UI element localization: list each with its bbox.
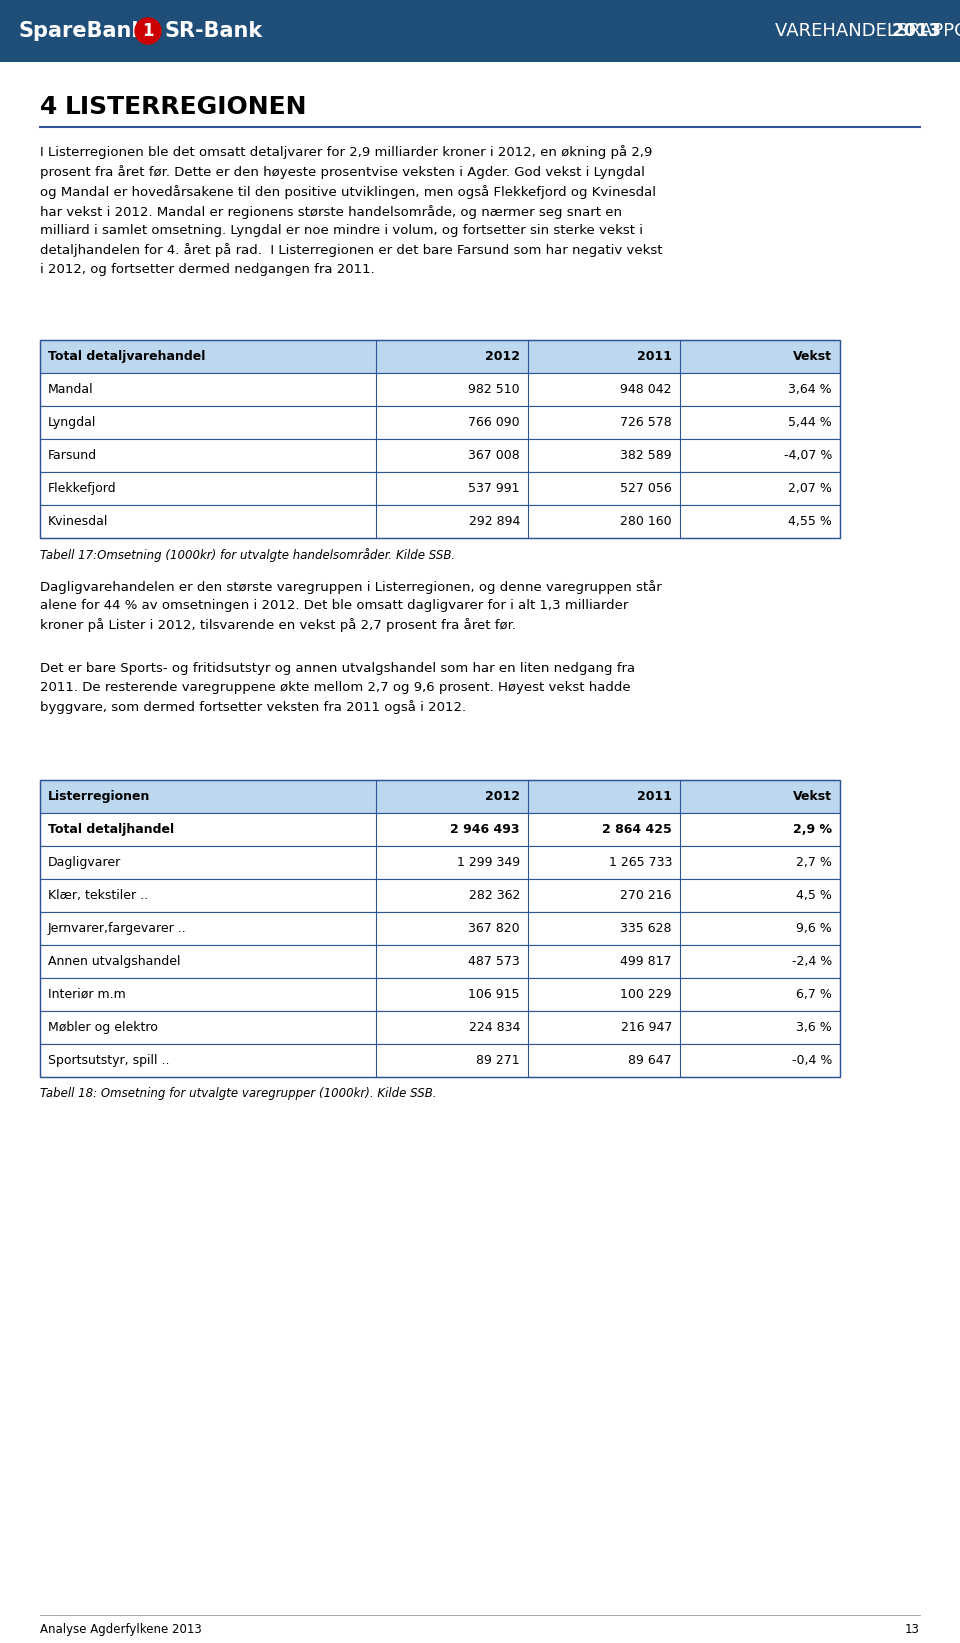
- Text: 292 894: 292 894: [468, 514, 520, 527]
- Text: Vekst: Vekst: [793, 350, 832, 363]
- Bar: [40, 472, 840, 504]
- Text: Tabell 17:Omsetning (1000kr) for utvalgte handelsområder. Kilde SSB.: Tabell 17:Omsetning (1000kr) for utvalgt…: [40, 549, 455, 562]
- Text: 224 834: 224 834: [468, 1020, 520, 1033]
- Text: 13: 13: [905, 1623, 920, 1636]
- Text: 726 578: 726 578: [620, 416, 672, 429]
- Text: 2012: 2012: [485, 790, 520, 803]
- Bar: [0, 0, 960, 62]
- Text: 216 947: 216 947: [620, 1020, 672, 1033]
- Text: 2012: 2012: [485, 350, 520, 363]
- Text: Farsund: Farsund: [48, 449, 97, 462]
- Text: Klær, tekstiler ..: Klær, tekstiler ..: [48, 889, 148, 902]
- Bar: [40, 780, 840, 1078]
- Text: SpareBank: SpareBank: [18, 21, 145, 41]
- Text: 5,44 %: 5,44 %: [788, 416, 832, 429]
- Text: Listerregionen: Listerregionen: [48, 790, 151, 803]
- Bar: [40, 1010, 840, 1043]
- Bar: [40, 406, 840, 439]
- Text: I Listerregionen ble det omsatt detaljvarer for 2,9 milliarder kroner i 2012, en: I Listerregionen ble det omsatt detaljva…: [40, 145, 662, 276]
- Text: 367 008: 367 008: [468, 449, 520, 462]
- Text: 106 915: 106 915: [468, 987, 520, 1001]
- Text: Total detaljvarehandel: Total detaljvarehandel: [48, 350, 205, 363]
- Bar: [40, 813, 840, 846]
- Bar: [40, 945, 840, 978]
- Text: Lyngdal: Lyngdal: [48, 416, 96, 429]
- Text: -4,07 %: -4,07 %: [783, 449, 832, 462]
- Bar: [40, 373, 840, 406]
- Bar: [40, 879, 840, 912]
- Bar: [40, 1043, 840, 1078]
- Text: 948 042: 948 042: [620, 383, 672, 396]
- Text: 2,9 %: 2,9 %: [793, 823, 832, 836]
- Text: 527 056: 527 056: [620, 481, 672, 495]
- Text: 1 265 733: 1 265 733: [609, 856, 672, 869]
- Text: Mandal: Mandal: [48, 383, 94, 396]
- Text: Vekst: Vekst: [793, 790, 832, 803]
- Bar: [40, 504, 840, 537]
- Bar: [40, 340, 840, 537]
- Text: 982 510: 982 510: [468, 383, 520, 396]
- Text: 4,55 %: 4,55 %: [788, 514, 832, 527]
- Text: 2,7 %: 2,7 %: [796, 856, 832, 869]
- Text: 335 628: 335 628: [620, 922, 672, 935]
- Text: 382 589: 382 589: [620, 449, 672, 462]
- Text: 766 090: 766 090: [468, 416, 520, 429]
- Text: 2 864 425: 2 864 425: [602, 823, 672, 836]
- Text: Møbler og elektro: Møbler og elektro: [48, 1020, 157, 1033]
- Text: 1: 1: [142, 21, 154, 39]
- Text: 3,64 %: 3,64 %: [788, 383, 832, 396]
- Text: 270 216: 270 216: [620, 889, 672, 902]
- Text: -0,4 %: -0,4 %: [792, 1055, 832, 1066]
- Text: 2,07 %: 2,07 %: [788, 481, 832, 495]
- Text: Kvinesdal: Kvinesdal: [48, 514, 108, 527]
- Text: Interiør m.m: Interiør m.m: [48, 987, 126, 1001]
- Text: 280 160: 280 160: [620, 514, 672, 527]
- Text: -2,4 %: -2,4 %: [792, 955, 832, 968]
- Text: 537 991: 537 991: [468, 481, 520, 495]
- Text: Tabell 18: Omsetning for utvalgte varegrupper (1000kr). Kilde SSB.: Tabell 18: Omsetning for utvalgte varegr…: [40, 1088, 437, 1101]
- Text: Dagligvarehandelen er den største varegruppen i Listerregionen, og denne varegru: Dagligvarehandelen er den største varegr…: [40, 580, 661, 633]
- Text: 89 647: 89 647: [629, 1055, 672, 1066]
- Text: 282 362: 282 362: [468, 889, 520, 902]
- Text: 3,6 %: 3,6 %: [796, 1020, 832, 1033]
- Text: 100 229: 100 229: [620, 987, 672, 1001]
- Text: Dagligvarer: Dagligvarer: [48, 856, 121, 869]
- Circle shape: [135, 18, 161, 44]
- Bar: [40, 846, 840, 879]
- Text: Annen utvalgshandel: Annen utvalgshandel: [48, 955, 180, 968]
- Text: SR-Bank: SR-Bank: [164, 21, 262, 41]
- Text: 9,6 %: 9,6 %: [796, 922, 832, 935]
- Text: 4: 4: [40, 95, 58, 118]
- Text: 4,5 %: 4,5 %: [796, 889, 832, 902]
- Text: Det er bare Sports- og fritidsutstyr og annen utvalgshandel som har en liten ned: Det er bare Sports- og fritidsutstyr og …: [40, 662, 636, 713]
- Text: 2011: 2011: [637, 350, 672, 363]
- Bar: [40, 439, 840, 472]
- Text: 499 817: 499 817: [620, 955, 672, 968]
- Text: LISTERREGIONEN: LISTERREGIONEN: [65, 95, 307, 118]
- Text: 2013: 2013: [892, 21, 942, 39]
- Text: Analyse Agderfylkene 2013: Analyse Agderfylkene 2013: [40, 1623, 202, 1636]
- Text: VAREHANDELSRAPPORTEN: VAREHANDELSRAPPORTEN: [775, 21, 960, 39]
- Text: 367 820: 367 820: [468, 922, 520, 935]
- Text: 89 271: 89 271: [476, 1055, 520, 1066]
- Text: Total detaljhandel: Total detaljhandel: [48, 823, 174, 836]
- Text: 6,7 %: 6,7 %: [796, 987, 832, 1001]
- Text: 2011: 2011: [637, 790, 672, 803]
- Text: 1 299 349: 1 299 349: [457, 856, 520, 869]
- Text: 487 573: 487 573: [468, 955, 520, 968]
- Text: 2 946 493: 2 946 493: [450, 823, 520, 836]
- Text: Flekkefjord: Flekkefjord: [48, 481, 116, 495]
- Text: Jernvarer,fargevarer ..: Jernvarer,fargevarer ..: [48, 922, 187, 935]
- Bar: [40, 978, 840, 1010]
- Bar: [40, 912, 840, 945]
- Bar: [40, 780, 840, 813]
- Bar: [40, 340, 840, 373]
- Text: Sportsutstyr, spill ..: Sportsutstyr, spill ..: [48, 1055, 170, 1066]
